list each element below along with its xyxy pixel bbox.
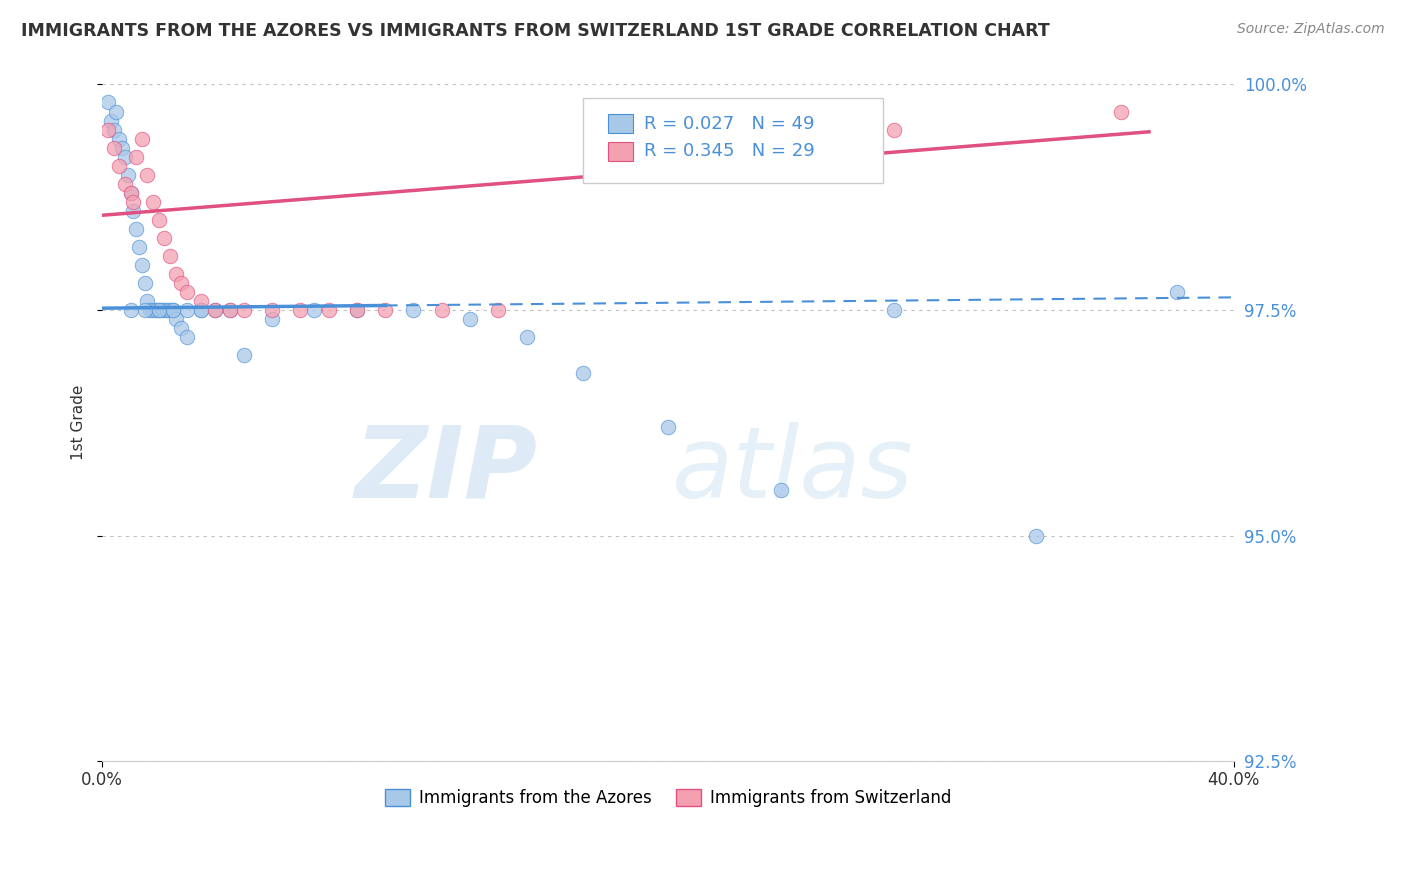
Point [125,150,148,164]
Point [572,366,595,380]
Point [1109,104,1132,119]
Point [190,293,212,308]
Text: atlas: atlas [672,422,914,518]
Point [204,303,226,318]
Text: IMMIGRANTS FROM THE AZORES VS IMMIGRANTS FROM SWITZERLAND 1ST GRADE CORRELATION : IMMIGRANTS FROM THE AZORES VS IMMIGRANTS… [21,22,1050,40]
Point [165,312,187,326]
Text: ZIP: ZIP [354,422,538,518]
Point [159,249,181,263]
Point [148,212,170,227]
Point [156,303,179,318]
Point [105,104,128,119]
Point [122,194,145,209]
Point [190,303,212,318]
Point [204,303,226,318]
Point [883,122,905,136]
Point [770,483,793,498]
Point [159,303,181,318]
Point [122,203,145,218]
Point [134,303,156,318]
Point [190,303,212,318]
Point [131,258,153,272]
Point [108,131,131,145]
Text: R = 0.027   N = 49: R = 0.027 N = 49 [644,115,815,133]
Point [142,303,165,318]
Text: Source: ZipAtlas.com: Source: ZipAtlas.com [1237,22,1385,37]
Point [346,303,368,318]
Point [134,276,156,290]
Point [97,95,120,110]
Point [374,303,396,318]
Point [430,303,453,318]
Point [165,267,187,281]
Point [148,303,170,318]
Point [218,303,240,318]
Point [120,303,142,318]
Point [139,303,162,318]
Point [120,186,142,200]
Point [402,303,425,318]
Point [125,221,148,235]
Point [346,303,368,318]
Point [100,113,122,128]
Point [136,293,159,308]
Legend: Immigrants from the Azores, Immigrants from Switzerland: Immigrants from the Azores, Immigrants f… [378,782,957,814]
Point [136,168,159,182]
Point [883,303,905,318]
Point [108,159,131,173]
Point [117,168,139,182]
Point [176,303,198,318]
Point [176,285,198,299]
Point [120,186,142,200]
Point [111,140,134,154]
Point [260,303,283,318]
FancyBboxPatch shape [583,98,883,183]
Point [114,177,136,191]
Point [1166,285,1188,299]
Point [657,420,679,434]
Point [516,330,538,344]
Y-axis label: 1st Grade: 1st Grade [72,385,86,460]
Point [148,303,170,318]
Point [114,150,136,164]
Point [218,303,240,318]
Point [176,330,198,344]
Point [103,122,125,136]
Point [170,276,193,290]
Point [97,122,120,136]
Point [232,348,254,362]
Text: R = 0.345   N = 29: R = 0.345 N = 29 [644,143,815,161]
Point [103,140,125,154]
Point [153,231,176,245]
Point [170,321,193,335]
Point [304,303,326,318]
Point [290,303,312,318]
Point [145,303,167,318]
Point [128,240,150,254]
Point [153,303,176,318]
Point [318,303,340,318]
Point [131,131,153,145]
Point [486,303,509,318]
Point [162,303,184,318]
Point [150,303,173,318]
Bar [607,114,633,133]
Point [162,303,184,318]
Point [260,312,283,326]
Point [142,194,165,209]
Bar [607,142,633,161]
Point [1025,528,1047,542]
Point [458,312,481,326]
Point [232,303,254,318]
